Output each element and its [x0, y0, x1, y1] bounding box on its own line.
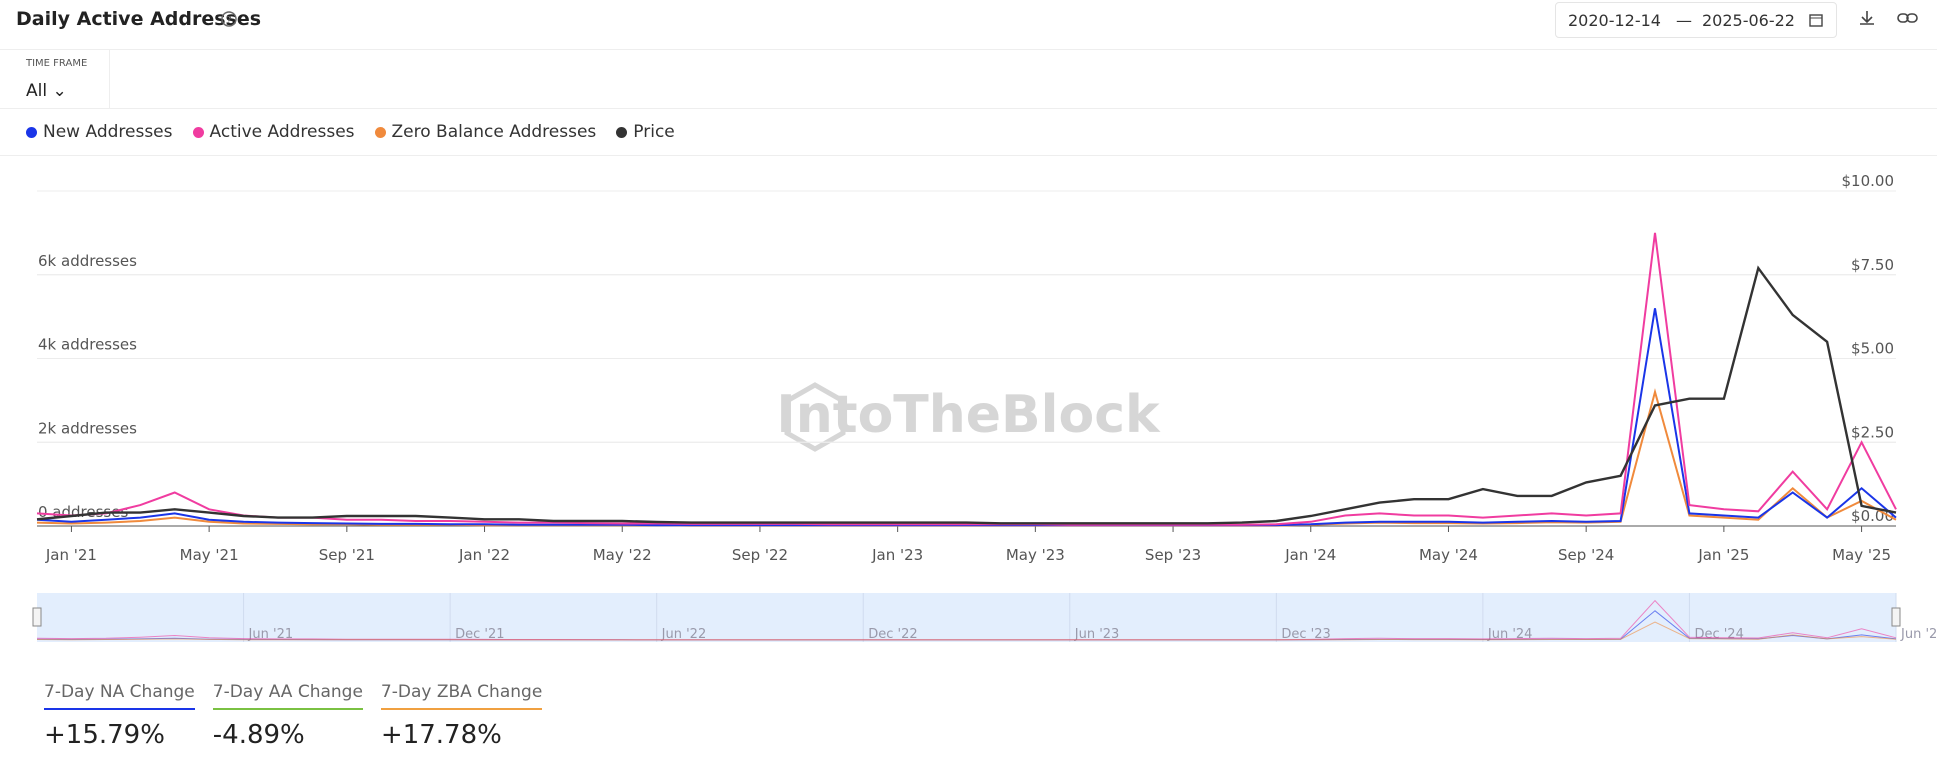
legend-item[interactable]: Zero Balance Addresses	[374, 122, 597, 142]
navigator-label: Jun '25	[1900, 627, 1937, 642]
date-end: 2025-06-22	[1702, 11, 1795, 30]
legend-swatch	[26, 126, 37, 138]
legend-label: Price	[633, 122, 675, 142]
navigator-label: Dec '23	[1281, 627, 1330, 642]
title: Daily Active Addresses	[16, 8, 262, 30]
x-tick-label: Jan '22	[458, 546, 510, 564]
stat-label: 7-Day ZBA Change	[380, 682, 543, 710]
legend-label: Active Addresses	[209, 122, 355, 142]
navigator	[37, 593, 1896, 642]
x-tick-label: Sep '23	[1145, 546, 1201, 564]
calendar-icon	[1809, 14, 1823, 27]
divider	[109, 50, 110, 108]
watermark-logo	[784, 382, 846, 452]
y2-tick-label: $2.50	[1851, 423, 1894, 441]
stat: 7-Day ZBA Change +17.78%	[380, 682, 543, 750]
y2-tick-label: $7.50	[1851, 256, 1894, 274]
x-tick-label: Jan '24	[1284, 546, 1336, 564]
time-frame-value: All	[26, 81, 48, 101]
stat-value: +17.78%	[380, 720, 502, 750]
navigator-label: Jun '22	[661, 627, 707, 642]
stat-value: -4.89%	[212, 720, 305, 750]
date-range[interactable]: 2020-12-14 — 2025-06-22	[1555, 2, 1837, 38]
x-tick-label: Sep '21	[319, 546, 375, 564]
legend-swatch	[616, 126, 628, 138]
y2-tick-label: $5.00	[1851, 340, 1894, 358]
stat-label: 7-Day NA Change	[44, 682, 195, 710]
date-separator: —	[1676, 11, 1692, 30]
navigator-handle[interactable]	[32, 607, 42, 627]
x-tick-label: Jan '25	[1697, 546, 1749, 564]
link-icon[interactable]	[1896, 8, 1920, 28]
y2-tick-label: $10.00	[1842, 172, 1895, 190]
legend-item[interactable]: Active Addresses	[192, 122, 355, 142]
x-tick-label: Jan '21	[45, 546, 97, 564]
legend-swatch	[374, 126, 386, 138]
x-tick-label: Sep '24	[1558, 546, 1614, 564]
legend-label: Zero Balance Addresses	[391, 122, 597, 142]
legend-label: New Addresses	[43, 122, 173, 142]
y-tick-label: 2k addresses	[38, 419, 137, 437]
navigator-handle[interactable]	[1891, 607, 1901, 627]
x-tick-label: Jan '23	[871, 546, 923, 564]
time-frame-select[interactable]: All ⌄	[26, 81, 67, 101]
legend-item[interactable]: New Addresses	[26, 122, 173, 142]
navigator-label: Jun '23	[1074, 627, 1120, 642]
date-start: 2020-12-14	[1568, 11, 1661, 30]
navigator-line	[36, 621, 1897, 641]
x-tick-label: May '21	[180, 546, 239, 564]
x-tick-label: May '24	[1419, 546, 1478, 564]
divider	[0, 108, 1937, 109]
divider	[0, 155, 1937, 156]
download-icon[interactable]	[1857, 8, 1877, 28]
y-tick-label: 4k addresses	[38, 336, 137, 354]
y-tick-label: 6k addresses	[38, 252, 137, 270]
stat-label: 7-Day AA Change	[212, 682, 363, 710]
time-frame-label: TIME FRAME	[26, 58, 88, 69]
stat: 7-Day AA Change -4.89%	[212, 682, 363, 750]
x-tick-label: May '25	[1832, 546, 1891, 564]
x-tick-label: Sep '22	[732, 546, 788, 564]
x-tick-label: May '23	[1006, 546, 1065, 564]
stat: 7-Day NA Change +15.79%	[44, 682, 195, 750]
navigator-label: Dec '22	[868, 627, 917, 642]
legend: New Addresses Active Addresses Zero Balanc…	[26, 122, 675, 142]
x-tick-label: May '22	[593, 546, 652, 564]
series-line	[36, 232, 1897, 526]
help-icon[interactable]: ?	[220, 10, 238, 28]
legend-swatch	[192, 126, 204, 138]
stats: 7-Day NA Change +15.79% 7-Day AA Change -4.…	[44, 682, 543, 750]
stat-value: +15.79%	[44, 720, 165, 750]
navigator-label: Dec '24	[1694, 627, 1743, 642]
series-line	[36, 265, 1897, 525]
divider	[0, 49, 1937, 50]
y2-tick-label: $0.00	[1851, 507, 1894, 525]
svg-text:?: ?	[226, 15, 231, 26]
navigator-label: Dec '21	[455, 627, 504, 642]
legend-item[interactable]: Price	[616, 122, 675, 142]
